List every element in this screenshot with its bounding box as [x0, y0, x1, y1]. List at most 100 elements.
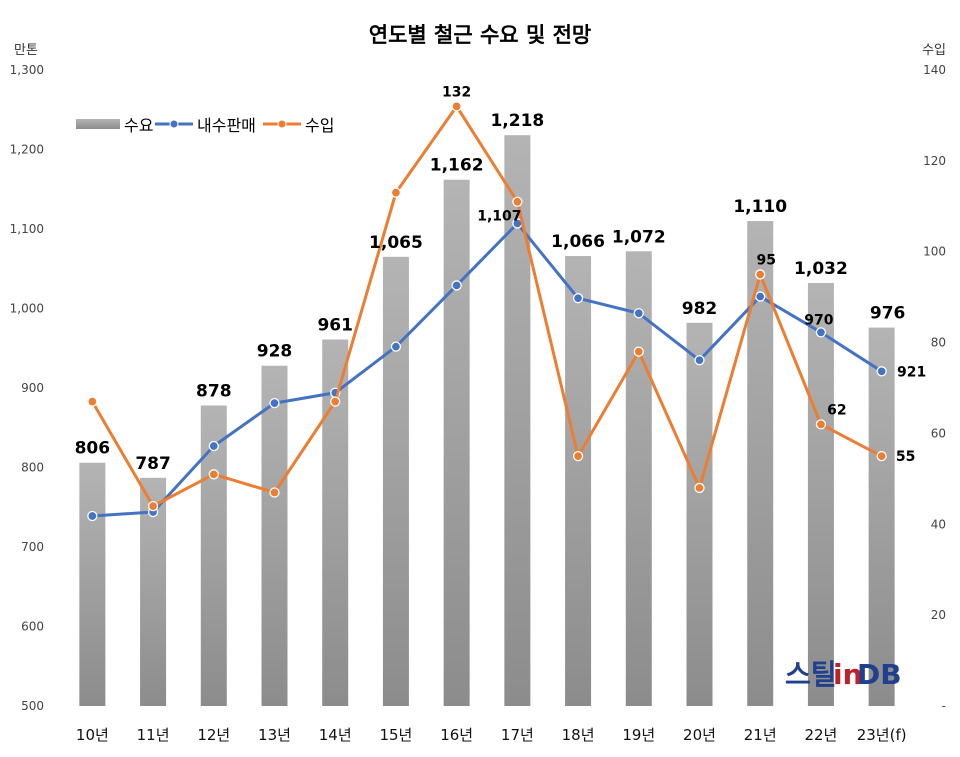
- demand-value-label: 961: [317, 316, 353, 336]
- domestic-sales-point: [755, 291, 766, 302]
- demand-value-label: 878: [196, 381, 232, 401]
- demand-bar: [79, 462, 106, 706]
- demand-value-label: 1,065: [369, 233, 423, 253]
- x-tick-label: 17년: [501, 726, 534, 744]
- x-tick-label: 12년: [197, 726, 230, 744]
- left-tick-label: 1,100: [10, 222, 44, 236]
- import-point: [572, 450, 584, 462]
- import-line: [90, 104, 884, 508]
- left-axis-unit: 만톤: [14, 43, 38, 58]
- left-tick-label: 600: [21, 620, 44, 634]
- x-tick-label: 14년: [319, 726, 352, 744]
- logo-text-db: DB: [857, 658, 902, 691]
- right-tick-label: 60: [931, 426, 946, 440]
- legend-marker-import: [277, 119, 287, 129]
- steelindb-logo: 스틸 in DB: [785, 658, 902, 691]
- demand-value-label: 1,218: [490, 111, 544, 131]
- left-axis-ticks: 500 600 700 800 900 1,000 1,100 1,200 1,300: [10, 63, 44, 713]
- x-tick-label: 22년: [804, 726, 837, 744]
- import-point: [815, 419, 827, 430]
- import-value-label: 62: [827, 402, 846, 418]
- import-point: [755, 269, 766, 280]
- legend-label-import: 수입: [305, 116, 334, 135]
- demand-bar: [807, 283, 834, 706]
- legend-label-demand: 수요: [124, 116, 153, 135]
- legend-label-domestic: 내수판매: [197, 116, 256, 135]
- demand-value-label: 928: [257, 342, 293, 362]
- x-tick-label: 18년: [562, 726, 595, 744]
- left-tick-label: 900: [21, 381, 44, 395]
- left-tick-label: 700: [21, 540, 44, 554]
- right-axis-unit: 수입: [922, 43, 946, 58]
- demand-bar: [261, 365, 288, 706]
- demand-value-label: 982: [682, 299, 718, 319]
- right-axis-ticks: - 20 40 60 80 100 120 140: [923, 63, 946, 713]
- x-tick-label: 11년: [137, 726, 170, 744]
- import-point: [269, 487, 280, 498]
- left-tick-label: 1,000: [10, 302, 44, 316]
- right-tick-label: 140: [923, 63, 946, 77]
- domestic-sales-point: [815, 327, 827, 338]
- domestic-sales-point: [87, 510, 98, 522]
- right-tick-label: 100: [923, 245, 946, 259]
- domestic-sales-point: [694, 355, 705, 366]
- demand-value-label: 1,072: [612, 227, 666, 247]
- domestic-sales-value-label: 1,107: [477, 208, 521, 224]
- import-point: [147, 500, 159, 512]
- import-value-label: 95: [756, 252, 775, 268]
- demand-value-label: 787: [135, 454, 171, 474]
- x-tick-label: 20년: [683, 726, 716, 744]
- data-labels: 806 787 878 928 961 1,065 1,162 1,218 1,066 1,072…: [75, 84, 927, 473]
- demand-bar: [868, 327, 895, 706]
- legend-marker-domestic: [169, 119, 179, 129]
- import-value-label: 55: [896, 449, 915, 465]
- x-tick-label: 16년: [440, 726, 473, 744]
- demand-value-label: 1,110: [733, 197, 787, 217]
- domestic-sales-point: [269, 397, 280, 409]
- demand-bar: [443, 179, 470, 706]
- demand-value-label: 1,032: [794, 259, 848, 279]
- right-tick-label: 20: [931, 608, 946, 622]
- right-tick-label: 80: [931, 336, 946, 350]
- import-value-label: 132: [442, 84, 471, 100]
- left-tick-label: 800: [21, 461, 44, 475]
- domestic-sales-point: [390, 341, 402, 352]
- legend-swatch-demand: [76, 119, 120, 129]
- demand-bar: [565, 256, 592, 706]
- demand-value-label: 976: [870, 304, 906, 324]
- import-point: [694, 482, 705, 494]
- legend: 수요 내수판매 수입: [76, 116, 334, 135]
- right-tick-label: 120: [923, 154, 946, 168]
- demand-value-label: 806: [75, 439, 111, 459]
- x-tick-label: 23년(f): [857, 726, 907, 744]
- x-tick-label: 13년: [258, 726, 291, 744]
- demand-bar: [625, 251, 652, 706]
- logo-text-in: in: [833, 658, 863, 691]
- x-tick-label: 19년: [622, 726, 655, 744]
- domestic-sales-point: [208, 440, 219, 452]
- import-point: [390, 187, 402, 198]
- x-tick-label: 10년: [76, 726, 109, 744]
- demand-bar: [686, 322, 713, 706]
- demand-bars: [79, 135, 895, 707]
- import-point: [876, 450, 887, 462]
- domestic-sales-point: [876, 366, 887, 377]
- demand-value-label: 1,066: [551, 232, 605, 252]
- demand-bar: [382, 256, 409, 706]
- import-point: [633, 346, 644, 357]
- logo-text-steel: 스틸: [785, 658, 837, 691]
- left-tick-label: 1,200: [10, 143, 44, 157]
- x-tick-label: 21년: [744, 726, 777, 744]
- domestic-sales-point: [451, 280, 462, 291]
- chart-title: 연도별 철근 수요 및 전망: [369, 23, 591, 47]
- import-point: [87, 396, 98, 407]
- import-point: [330, 396, 341, 407]
- right-tick-label: -: [942, 699, 946, 713]
- right-tick-label: 40: [931, 517, 946, 531]
- left-tick-label: 500: [21, 699, 44, 713]
- domestic-sales-point: [572, 293, 584, 304]
- x-tick-label: 15년: [379, 726, 412, 744]
- x-axis-ticks: 10년 11년 12년 13년 14년 15년 16년 17년 18년 19년 20년 21년 22년 2…: [76, 726, 907, 744]
- left-tick-label: 1,300: [10, 63, 44, 77]
